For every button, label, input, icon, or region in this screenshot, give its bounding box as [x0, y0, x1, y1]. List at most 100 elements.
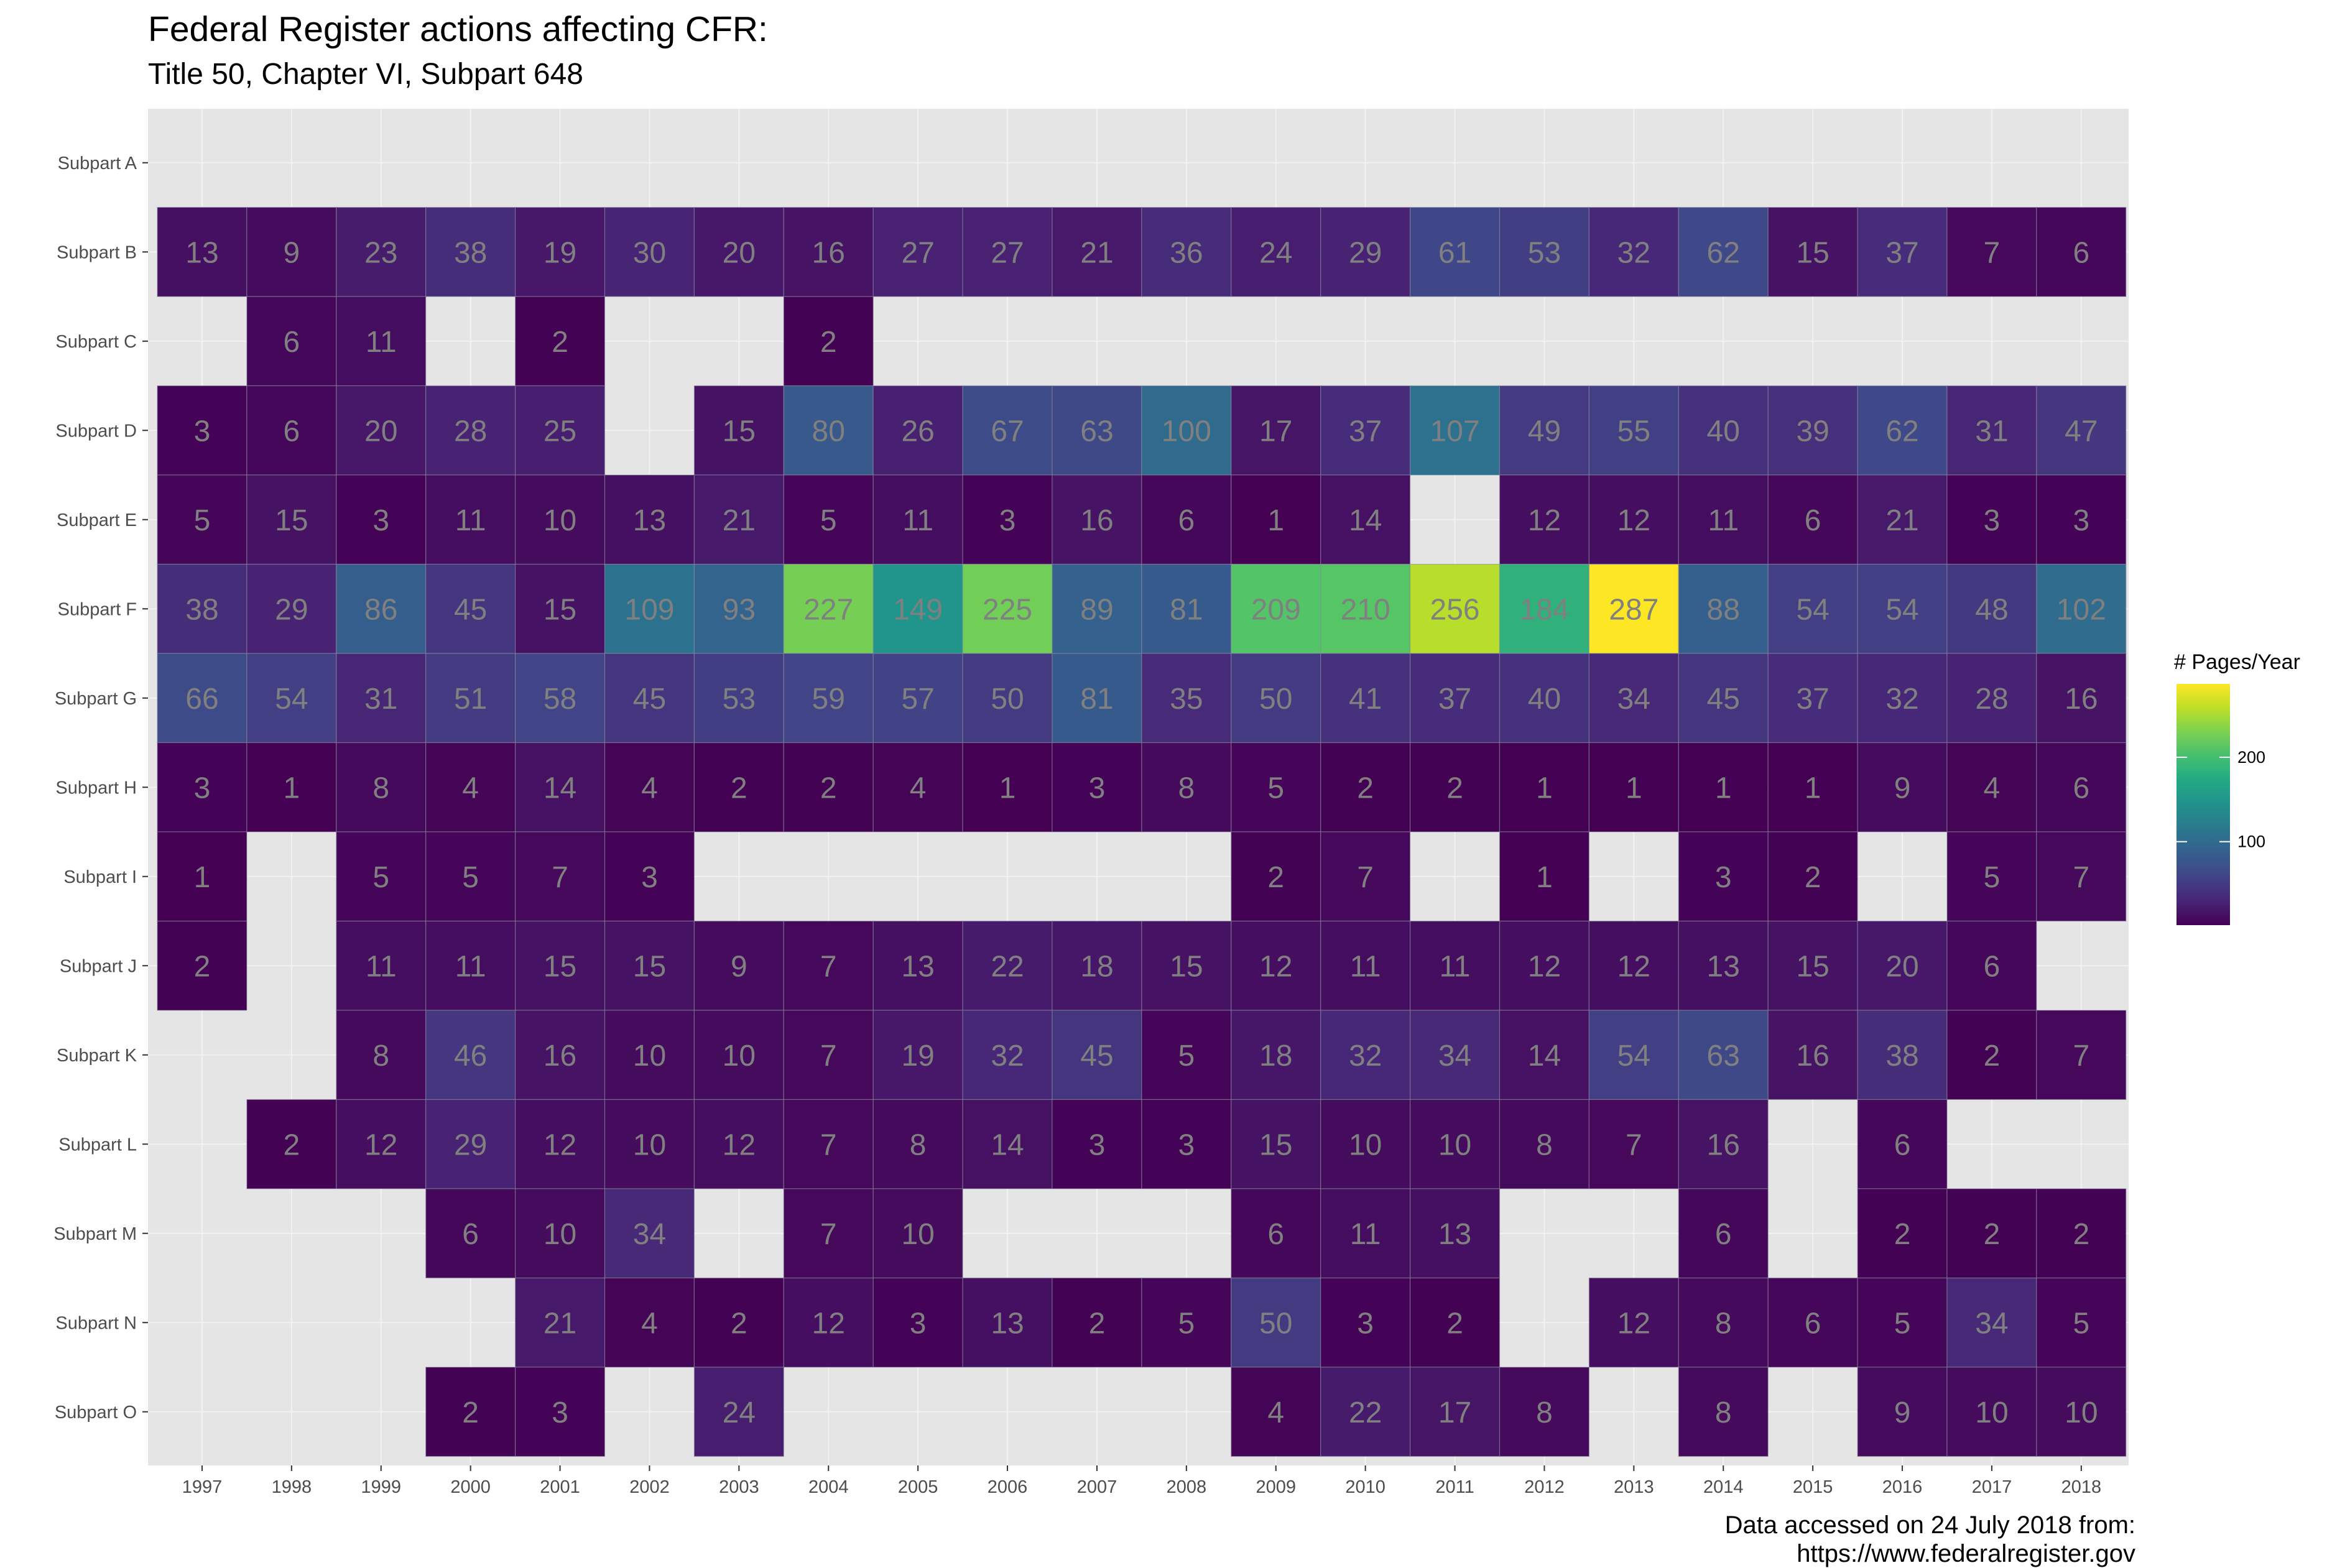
- heatmap-cell: [1857, 385, 1948, 476]
- y-tick-label: Subpart M: [53, 1224, 137, 1244]
- cell-value-label: 12: [1617, 1307, 1650, 1340]
- heatmap-cell: [157, 831, 247, 922]
- heatmap-cell: [1588, 206, 1679, 297]
- cell-value-label: 12: [812, 1307, 845, 1340]
- cell-value-label: 7: [2073, 861, 2089, 894]
- cell-value-label: 18: [1080, 950, 1113, 983]
- heatmap-cell: [1231, 474, 1321, 565]
- heatmap-cell: [872, 653, 963, 744]
- cell-value-label: 45: [633, 683, 666, 716]
- cell-value-label: 7: [820, 950, 837, 983]
- heatmap-cell: [1588, 653, 1679, 744]
- cell-value-label: 2: [1357, 772, 1374, 805]
- y-tick-label: Subpart I: [63, 867, 137, 887]
- cell-value-label: 5: [820, 504, 837, 537]
- x-tick-label: 2018: [2061, 1477, 2102, 1497]
- cell-value-label: 22: [991, 950, 1024, 983]
- cell-value-label: 2: [462, 1396, 479, 1429]
- cell-value-label: 45: [1080, 1040, 1113, 1072]
- cell-value-label: 3: [1715, 861, 1732, 894]
- cell-value-label: 17: [1438, 1396, 1471, 1429]
- x-tick-label: 2006: [988, 1477, 1028, 1497]
- heatmap-cell: [1410, 1277, 1501, 1368]
- heatmap-cell: [1231, 1367, 1321, 1457]
- heatmap-cell: [514, 1188, 606, 1279]
- heatmap-cell: [1052, 206, 1142, 297]
- cell-value-label: 27: [991, 236, 1024, 269]
- cell-value-label: 4: [641, 772, 658, 805]
- cell-value-label: 50: [1259, 683, 1292, 716]
- heatmap-cell: [1678, 385, 1769, 476]
- cell-value-label: 2: [731, 1307, 747, 1340]
- cell-value-label: 6: [283, 415, 300, 448]
- cell-value-label: 93: [723, 593, 756, 626]
- cell-value-label: 15: [275, 504, 308, 537]
- cell-value-label: 8: [1178, 772, 1195, 805]
- cell-value-label: 9: [1894, 772, 1911, 805]
- cell-value-label: 13: [185, 236, 218, 269]
- cell-value-label: 4: [910, 772, 927, 805]
- chart-subtitle: Title 50, Chapter VI, Subpart 648: [148, 58, 583, 91]
- heatmap-cell: [1946, 653, 2037, 744]
- cell-value-label: 20: [1885, 950, 1918, 983]
- cell-value-label: 6: [2073, 236, 2089, 269]
- heatmap-cell: [962, 1099, 1053, 1189]
- y-tick-label: Subpart D: [55, 421, 137, 441]
- heatmap-cell: [425, 385, 516, 476]
- heatmap-cell: [1588, 563, 1679, 654]
- heatmap-cell: [1857, 474, 1948, 565]
- cell-value-label: 30: [633, 236, 666, 269]
- heatmap-cell: [1767, 831, 1858, 922]
- heatmap-cell: [1678, 920, 1769, 1011]
- cell-value-label: 16: [2065, 683, 2098, 716]
- cell-value-label: 80: [812, 415, 845, 448]
- x-tick-label: 1997: [182, 1477, 223, 1497]
- cell-value-label: 19: [901, 1040, 934, 1072]
- heatmap-cell: [157, 653, 247, 744]
- heatmap-cell: [1588, 1277, 1679, 1368]
- cell-value-label: 11: [366, 950, 397, 983]
- cell-value-label: 13: [1707, 950, 1740, 983]
- heatmap-cell: [783, 1099, 874, 1189]
- cell-value-label: 1: [1805, 772, 1821, 805]
- heatmap-cell: [514, 563, 606, 654]
- cell-value-label: 1: [194, 861, 211, 894]
- x-tick-label: 2012: [1524, 1477, 1565, 1497]
- y-tick-label: Subpart K: [57, 1046, 137, 1066]
- cell-value-label: 2: [1805, 861, 1821, 894]
- heatmap-cell: [872, 1099, 963, 1189]
- heatmap-cell: [246, 296, 337, 387]
- cell-value-label: 5: [1894, 1307, 1911, 1340]
- x-tick-label: 2016: [1882, 1477, 1923, 1497]
- heatmap-cell: [1320, 920, 1411, 1011]
- cell-value-label: 12: [364, 1128, 397, 1161]
- cell-value-label: 15: [723, 415, 756, 448]
- cell-value-label: 29: [1349, 236, 1382, 269]
- cell-value-label: 59: [812, 683, 845, 716]
- heatmap-cell: [246, 206, 337, 297]
- cell-value-label: 6: [1715, 1218, 1732, 1251]
- cell-value-label: 210: [1341, 593, 1390, 626]
- heatmap-cell: [1857, 1277, 1948, 1368]
- heatmap-cell: [783, 653, 874, 744]
- heatmap-cell: [1231, 206, 1321, 297]
- heatmap-cell: [1857, 742, 1948, 832]
- heatmap-cell: [1499, 1099, 1589, 1189]
- heatmap-cell: [1410, 742, 1501, 832]
- x-tick-label: 2010: [1345, 1477, 1385, 1497]
- heatmap-cell: [783, 1188, 874, 1279]
- cell-value-label: 57: [901, 683, 934, 716]
- cell-value-label: 7: [2073, 1040, 2089, 1072]
- cell-value-label: 62: [1707, 236, 1740, 269]
- heatmap-cell: [783, 1010, 874, 1100]
- heatmap-cell: [514, 1367, 606, 1457]
- cell-value-label: 8: [1536, 1396, 1553, 1429]
- cell-value-label: 45: [1707, 683, 1740, 716]
- cell-value-label: 3: [1178, 1128, 1195, 1161]
- heatmap-cell: [1410, 385, 1501, 476]
- heatmap-cell: [1946, 831, 2037, 922]
- cell-value-label: 21: [723, 504, 756, 537]
- cell-value-label: 2: [1089, 1307, 1106, 1340]
- cell-value-label: 14: [991, 1128, 1024, 1161]
- cell-value-label: 1: [1536, 772, 1553, 805]
